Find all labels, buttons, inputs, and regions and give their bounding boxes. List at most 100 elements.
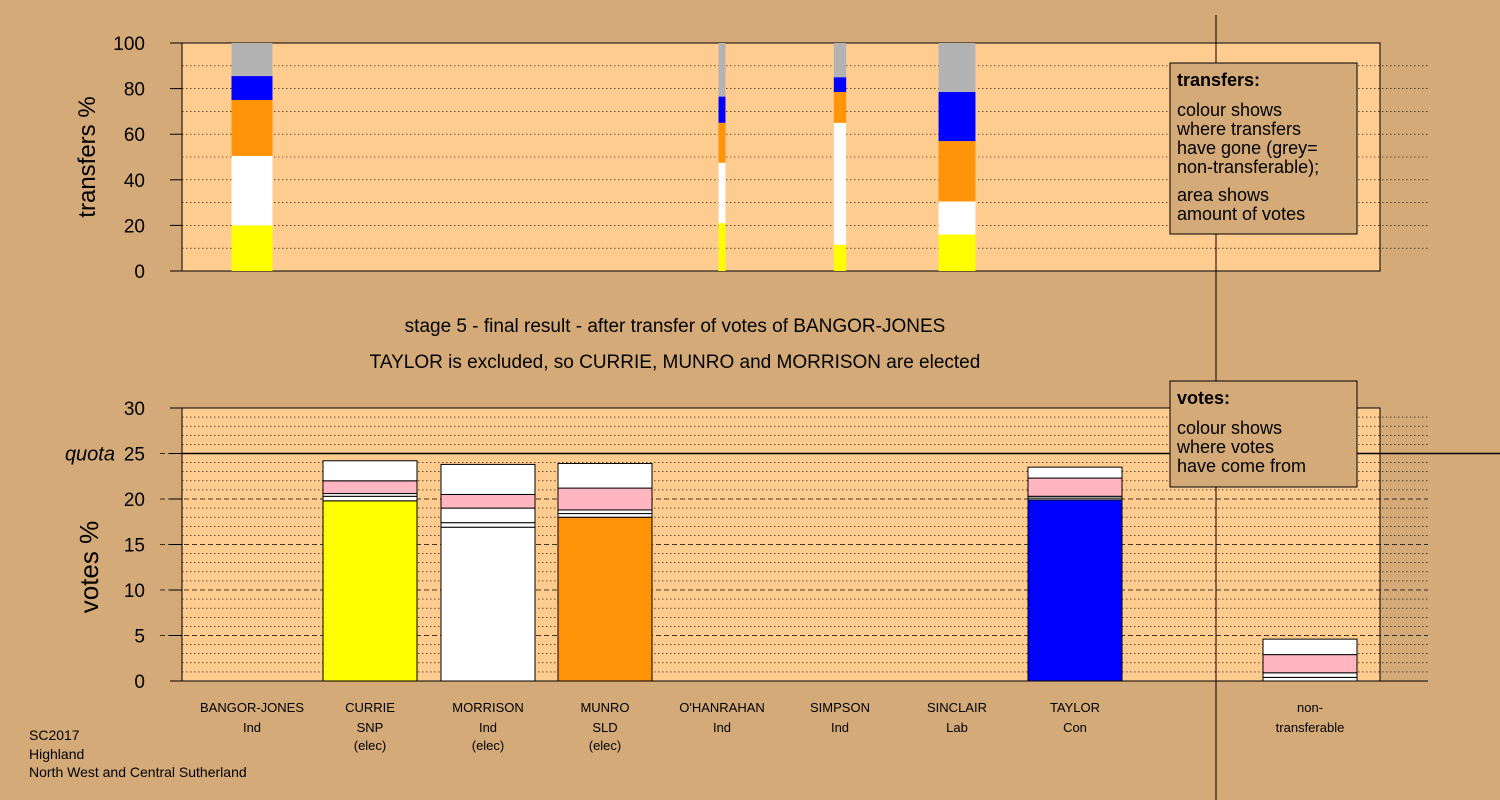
transfer-segment-snp — [231, 225, 273, 271]
votes-legend-line: colour shows — [1177, 418, 1282, 438]
transfers-y-tick-label: 60 — [124, 125, 145, 146]
transfers-y-tick-label: 100 — [113, 34, 145, 55]
vote-segment-ind — [557, 509, 653, 515]
transfers-y-tick-label: 0 — [134, 262, 145, 283]
vote-segment-ind — [440, 522, 536, 528]
votes-y-axis-label: votes % — [74, 521, 104, 614]
votes-y-tick-label: 10 — [124, 581, 145, 602]
candidate-label-line: SINCLAIR — [927, 700, 987, 715]
transfers-legend-line: where transfers — [1176, 119, 1301, 139]
vote-segment-ind — [440, 463, 536, 495]
vote-segment-ind — [1262, 638, 1358, 656]
votes-legend-title: votes: — [1177, 388, 1230, 408]
result-heading: TAYLOR is excluded, so CURRIE, MUNRO and… — [370, 352, 981, 373]
transfers-y-axis-label: transfers % — [74, 96, 101, 217]
candidate-label-line: MORRISON — [452, 700, 524, 715]
vote-segment-lab — [1027, 477, 1123, 497]
transfer-segment-nontransferable — [833, 43, 847, 78]
transfer-segment-sld — [833, 92, 847, 123]
transfer-segment-con — [718, 96, 726, 123]
transfer-segment-snp — [718, 223, 726, 271]
votes-legend-line: where votes — [1176, 437, 1274, 457]
vote-segment-ind — [1262, 672, 1358, 678]
stage-heading: stage 5 - final result - after transfer … — [405, 316, 946, 337]
candidate-label-line: (elec) — [472, 738, 505, 753]
transfer-segment-snp — [938, 234, 976, 271]
vote-segment-lab — [322, 480, 418, 495]
candidate-label-line: O'HANRAHAN — [679, 700, 765, 715]
vote-segment-ind — [557, 463, 653, 489]
vote-segment-snp — [322, 500, 418, 682]
transfers-legend-line: non-transferable); — [1177, 157, 1319, 177]
vote-segment-con — [1027, 499, 1123, 682]
transfers-y-tick-label: 40 — [124, 171, 145, 192]
votes-y-ticks: 0 5 10 15 20 25 30 — [124, 399, 182, 693]
votes-y-tick-label: 15 — [124, 536, 145, 557]
quota-label: quota — [65, 444, 115, 466]
transfer-segment-con — [833, 77, 847, 93]
vote-segment-ind — [440, 507, 536, 524]
transfers-y-ticks: 0 20 40 60 80 100 — [113, 34, 182, 283]
vote-segment-ind — [557, 513, 653, 518]
vote-segment-ind — [322, 460, 418, 482]
candidate-label-line: Ind — [243, 720, 261, 735]
candidate-label-line: MUNRO — [580, 700, 629, 715]
votes-legend: votes: colour shows where votes have com… — [1169, 380, 1358, 488]
vote-segment-ind — [322, 495, 418, 502]
votes-y-tick-label: 5 — [134, 627, 145, 648]
votes-y-tick-label: 0 — [134, 672, 145, 693]
candidate-label-line: Ind — [713, 720, 731, 735]
candidate-labels: BANGOR-JONES Ind CURRIE SNP (elec) MORRISON In… — [200, 700, 1344, 753]
transfer-segment-con — [938, 92, 976, 142]
candidate-label-line: (elec) — [354, 738, 387, 753]
transfer-segment-ind — [231, 155, 273, 226]
vote-segment-ind — [440, 526, 536, 682]
footer-election: SC2017 — [29, 727, 80, 743]
footer-council: Highland — [29, 746, 84, 762]
votes-y-tick-label: 20 — [124, 490, 145, 511]
votes-legend-line: have come from — [1177, 456, 1306, 476]
candidate-label-line: SNP — [357, 720, 384, 735]
votes-y-tick-label: 30 — [124, 399, 145, 420]
candidate-label-line: Ind — [479, 720, 497, 735]
candidate-label-line: non- — [1297, 700, 1323, 715]
candidate-label-line: TAYLOR — [1050, 700, 1100, 715]
candidate-label-line: Con — [1063, 720, 1087, 735]
vote-segment-lab — [557, 487, 653, 511]
vote-segment-ind — [1262, 676, 1358, 682]
transfer-segment-ind — [938, 201, 976, 235]
vote-segment-ind — [1027, 466, 1123, 479]
transfer-segment-nontransferable — [938, 43, 976, 93]
transfer-segment-nontransferable — [231, 43, 273, 77]
votes-y-tick-label: 25 — [124, 445, 145, 466]
transfer-segment-ind — [833, 122, 847, 245]
transfers-legend: transfers: colour shows where transfers … — [1169, 62, 1358, 235]
transfer-segment-ind — [718, 162, 726, 224]
candidate-label-line: transferable — [1276, 720, 1345, 735]
transfers-legend-title: transfers: — [1177, 70, 1260, 90]
candidate-label-line: (elec) — [589, 738, 622, 753]
transfers-legend-box — [1169, 62, 1358, 235]
candidate-label-line: CURRIE — [345, 700, 395, 715]
vote-segment-sld — [557, 516, 653, 682]
candidate-label-line: Ind — [831, 720, 849, 735]
transfer-segment-nontransferable — [718, 43, 726, 97]
transfers-legend-line: amount of votes — [1177, 204, 1305, 224]
transfer-segment-sld — [938, 141, 976, 202]
transfer-segment-sld — [718, 122, 726, 163]
vote-segment-lab — [440, 493, 536, 509]
candidate-label-line: SIMPSON — [810, 700, 870, 715]
candidate-label-line: SLD — [592, 720, 617, 735]
transfers-legend-line: have gone (grey= — [1177, 138, 1318, 158]
votes-legend-box — [1169, 380, 1358, 488]
transfer-segment-snp — [833, 244, 847, 271]
footer-ward: North West and Central Sutherland — [29, 764, 247, 780]
candidate-label-line: BANGOR-JONES — [200, 700, 304, 715]
transfers-legend-line: colour shows — [1177, 100, 1282, 120]
vote-segment-lab — [1262, 654, 1358, 674]
transfers-y-tick-label: 80 — [124, 80, 145, 101]
transfers-y-tick-label: 20 — [124, 216, 145, 237]
transfers-bars — [231, 43, 976, 271]
transfer-segment-sld — [231, 100, 273, 156]
